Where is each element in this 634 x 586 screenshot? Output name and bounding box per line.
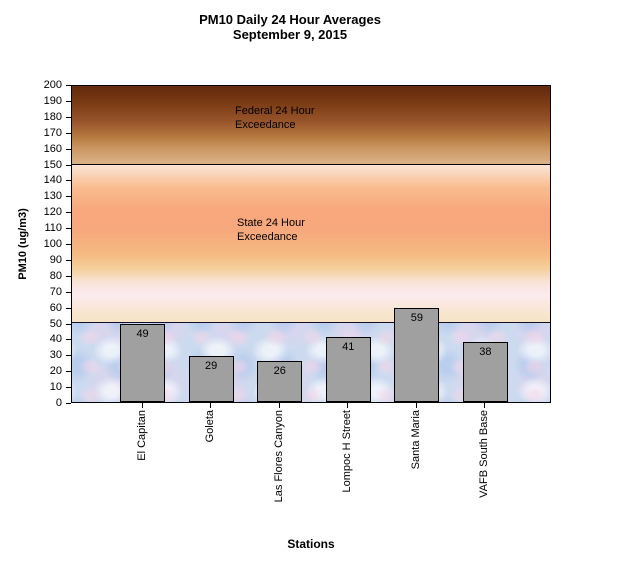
x-category-label-santa-maria: Santa Maria bbox=[409, 410, 422, 470]
y-tick-label: 40 bbox=[49, 333, 62, 346]
x-category-label-lompoc-h-street: Lompoc H Street bbox=[341, 410, 354, 493]
bar-lompoc-h-street: 41 bbox=[325, 336, 371, 402]
y-tick-mark bbox=[66, 259, 71, 261]
y-tick-label: 200 bbox=[43, 79, 62, 91]
y-tick-mark bbox=[66, 244, 71, 245]
bar-value-label: 49 bbox=[136, 328, 149, 341]
y-tick-label: 130 bbox=[43, 190, 62, 203]
bar-value-label: 29 bbox=[205, 359, 218, 372]
x-tick-mark bbox=[141, 403, 143, 408]
y-tick-label: 160 bbox=[43, 142, 62, 155]
bar-vafb-south-base: 38 bbox=[462, 341, 508, 402]
y-tick-label: 80 bbox=[49, 269, 62, 282]
y-tick-mark bbox=[66, 85, 71, 86]
x-tick-mark bbox=[415, 403, 417, 408]
y-tick-mark bbox=[66, 228, 71, 230]
y-tick-mark bbox=[66, 116, 71, 118]
y-tick-mark bbox=[66, 212, 71, 214]
y-tick-label: 120 bbox=[43, 206, 62, 219]
chart-title-block: PM10 Daily 24 Hour Averages September 9,… bbox=[0, 12, 580, 42]
y-tick-label: 90 bbox=[49, 253, 62, 266]
y-tick-label: 0 bbox=[55, 397, 62, 409]
y-tick-label: 140 bbox=[43, 174, 62, 187]
chart-subtitle: September 9, 2015 bbox=[232, 27, 348, 42]
bar-goleta: 29 bbox=[188, 355, 234, 402]
y-tick-mark bbox=[66, 323, 71, 325]
bar-value-label: 59 bbox=[410, 312, 423, 325]
y-tick-mark bbox=[66, 387, 71, 389]
x-category-label-vafb-south-base: VAFB South Base bbox=[478, 410, 491, 498]
bar-el-capitan: 49 bbox=[120, 324, 166, 402]
y-tick-mark bbox=[66, 100, 71, 102]
y-tick-mark bbox=[66, 339, 71, 341]
federal-exceedance-zone: Federal 24 Hour Exceedance bbox=[72, 86, 550, 165]
y-tick-label: 30 bbox=[49, 349, 62, 362]
y-tick-mark bbox=[66, 355, 71, 357]
y-tick-label: 50 bbox=[49, 317, 62, 330]
bars-layer: 49 29 26 41 59 38 bbox=[72, 86, 550, 402]
y-tick-mark bbox=[66, 196, 71, 198]
bar-value-label: 26 bbox=[273, 364, 286, 377]
bar-las-flores-canyon: 26 bbox=[257, 360, 303, 402]
y-tick-mark bbox=[66, 275, 71, 277]
y-tick-label: 10 bbox=[49, 381, 62, 394]
y-tick-mark bbox=[66, 132, 71, 134]
x-category-label-el-capitan: El Capitan bbox=[135, 410, 148, 461]
y-tick-mark bbox=[66, 371, 71, 373]
bar-santa-maria: 59 bbox=[394, 308, 440, 402]
x-category-label-las-flores-canyon: Las Flores Canyon bbox=[272, 410, 285, 503]
state-exceedance-zone: State 24 Hour Exceedance bbox=[72, 165, 550, 323]
x-axis-title: Stations bbox=[287, 537, 335, 551]
y-tick-label: 190 bbox=[43, 94, 62, 107]
y-tick-mark bbox=[66, 291, 71, 293]
bar-value-label: 41 bbox=[342, 340, 355, 353]
y-tick-label: 180 bbox=[43, 110, 62, 123]
federal-zone-label: Federal 24 Hour Exceedance bbox=[235, 105, 315, 131]
x-tick-mark bbox=[347, 403, 349, 408]
chart-title: PM10 Daily 24 Hour Averages bbox=[199, 12, 381, 27]
x-tick-mark bbox=[210, 403, 212, 408]
y-tick-label: 110 bbox=[44, 222, 62, 235]
y-tick-label: 150 bbox=[43, 158, 62, 171]
y-tick-label: 170 bbox=[43, 126, 62, 139]
x-category-label-goleta: Goleta bbox=[204, 410, 217, 443]
y-tick-mark bbox=[66, 164, 71, 166]
y-tick-label: 60 bbox=[49, 301, 62, 314]
y-tick-label: 70 bbox=[49, 285, 62, 298]
x-tick-mark bbox=[278, 403, 280, 408]
state-zone-label: State 24 Hour Exceedance bbox=[237, 217, 305, 243]
y-tick-label: 20 bbox=[49, 365, 62, 378]
y-tick-mark bbox=[66, 148, 71, 150]
y-tick-mark bbox=[66, 403, 71, 404]
plot-area: Federal 24 Hour Exceedance State 24 Hour… bbox=[71, 85, 551, 403]
y-tick-label: 100 bbox=[43, 238, 62, 250]
bar-value-label: 38 bbox=[479, 345, 492, 358]
y-tick-mark bbox=[66, 180, 71, 182]
y-tick-mark bbox=[66, 307, 71, 309]
x-tick-mark bbox=[484, 403, 486, 408]
